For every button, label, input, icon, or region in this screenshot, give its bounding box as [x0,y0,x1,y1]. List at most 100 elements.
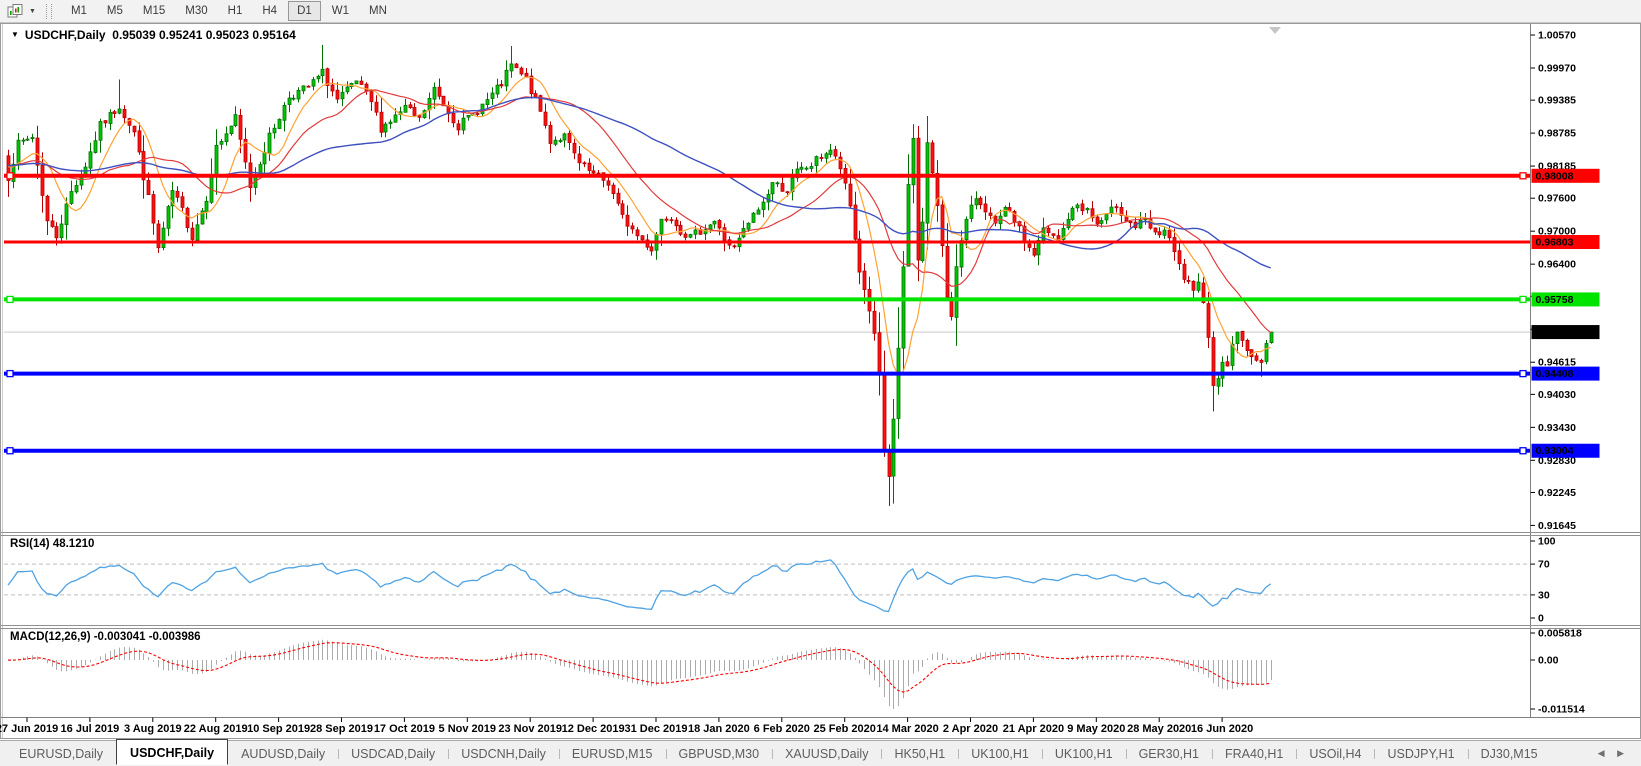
candle-body [301,85,306,92]
chart-tab-UK100-H1[interactable]: UK100,H1 [1041,743,1126,765]
candle-body [238,115,243,140]
candle-body [480,103,485,115]
candle-body [577,153,582,164]
candle-body [674,219,679,227]
candle-body [838,156,843,170]
x-tick-label: 16 Jul 2019 [61,723,120,735]
rsi-tick-label: 70 [1538,559,1550,571]
candle-body [1095,216,1100,225]
x-tick-label: 18 Jan 2020 [688,723,750,735]
chart-tab-EURUSD-Daily[interactable]: EURUSD,Daily [19,746,104,761]
chart-tab-FRA40-H1[interactable]: FRA40,H1 [1212,743,1296,765]
candle-body [461,117,466,131]
candle-body [708,224,713,230]
rsi-layer [7,559,1272,613]
chart-shift-marker-icon[interactable] [1269,27,1281,34]
collapse-chart-icon[interactable]: ▼ [11,30,19,39]
candle-body [945,245,950,298]
tab-scroll-left-icon[interactable]: ◀ [1597,748,1605,758]
hline-handle[interactable] [6,369,14,378]
timeframe-button-M30[interactable]: M30 [176,1,216,21]
candle-body [287,97,292,105]
candle-body [993,215,998,224]
timeframe-button-M5[interactable]: M5 [98,1,132,21]
candle-body [214,144,219,176]
hline-handle[interactable] [1519,369,1527,378]
hline-handle[interactable] [1519,447,1527,455]
chart-tab-DJ30-M15[interactable]: DJ30,M15 [1467,743,1551,765]
candle-body [229,125,234,134]
candle-body [6,155,11,181]
candle-body [529,75,534,95]
y-tick-label: 0.97600 [1538,193,1576,205]
candle-body [137,130,142,153]
chart-tab-USDCHF-Daily[interactable]: USDCHF,Daily [116,738,229,765]
y-tick-label: 0.93430 [1538,422,1576,434]
candle-body [882,372,887,450]
candle-body [828,149,833,155]
timeframe-button-H4[interactable]: H4 [253,1,286,21]
candle-body [1196,281,1201,291]
dropdown-arrow-icon[interactable]: ▼ [29,7,36,15]
chart-tab-USOil-H4[interactable]: USOil,H4 [1296,743,1374,765]
candle-body [887,449,892,477]
candle-body [1230,343,1235,366]
tab-scroll-right-icon[interactable]: ▶ [1617,748,1624,758]
macd-tick-label: -0.011514 [1538,704,1585,716]
candle-body [1220,361,1225,379]
hline-handle[interactable] [1519,295,1527,304]
candle-body [814,156,819,166]
price-badge-text: 0.96803 [1536,237,1574,249]
price-badge-text: 0.93004 [1536,445,1574,457]
chart-tab-XAUUSD-Daily[interactable]: XAUUSD,Daily [772,743,881,765]
timeframe-button-W1[interactable]: W1 [323,1,358,21]
candle-body [1264,343,1269,362]
timeframe-button-H1[interactable]: H1 [219,1,252,21]
candle-body [824,153,829,159]
candle-body [587,162,592,171]
chart-periods-button[interactable] [5,3,25,19]
candle-body [1254,355,1259,361]
rsi-tick-label: 0 [1538,613,1544,625]
candle-body [785,191,790,194]
candle-body [21,139,26,142]
candle-body [1036,239,1041,256]
chart-tab-EURUSD-M15[interactable]: EURUSD,M15 [558,743,666,765]
chart-tab-USDCNH-Daily[interactable]: USDCNH,Daily [448,743,559,765]
candle-body [780,183,785,192]
candle-body [548,125,553,144]
hline-handle[interactable] [6,447,14,455]
timeframe-button-MN[interactable]: MN [360,1,396,21]
price-badge-0.95164 [1531,325,1600,340]
chart-tab-USDCAD-Daily[interactable]: USDCAD,Daily [338,743,448,765]
candle-body [219,141,224,145]
chart-tab-AUDUSD-Daily[interactable]: AUDUSD,Daily [241,746,326,761]
price-chart-canvas[interactable]: 1.005700.999700.993850.987850.981850.976… [0,23,1641,740]
chart-window-frame [0,23,1641,739]
macd-tick-label: 0.005818 [1538,628,1582,640]
timeframe-button-D1[interactable]: D1 [288,1,321,21]
chart-tab-UK100-H1[interactable]: UK100,H1 [958,743,1042,765]
candle-body [959,240,964,268]
hline-handle[interactable] [6,295,14,304]
chart-tab-GBPUSD-M30[interactable]: GBPUSD,M30 [665,743,773,765]
hline-handle[interactable] [1519,172,1527,180]
price-badge-text: 0.95758 [1536,294,1574,306]
x-tick-label: 25 Feb 2020 [814,723,876,735]
chart-tab-USDJPY-H1[interactable]: USDJPY,H1 [1374,743,1467,765]
toolbar-grip[interactable] [45,3,52,19]
candle-body [277,118,282,129]
candle-body [645,239,650,248]
candle-body [1186,279,1191,282]
hline-handle[interactable] [6,172,14,180]
chart-tab-GER30-H1[interactable]: GER30,H1 [1125,743,1212,765]
candle-body [746,222,751,230]
candle-body [1182,263,1187,280]
candle-body [45,195,50,222]
timeframe-button-M1[interactable]: M1 [62,1,96,21]
price-badge-0.96803 [1531,235,1600,250]
candle-body [437,86,442,97]
candle-body [272,127,277,134]
timeframe-button-M15[interactable]: M15 [134,1,174,21]
chart-tab-HK50-H1[interactable]: HK50,H1 [881,743,958,765]
